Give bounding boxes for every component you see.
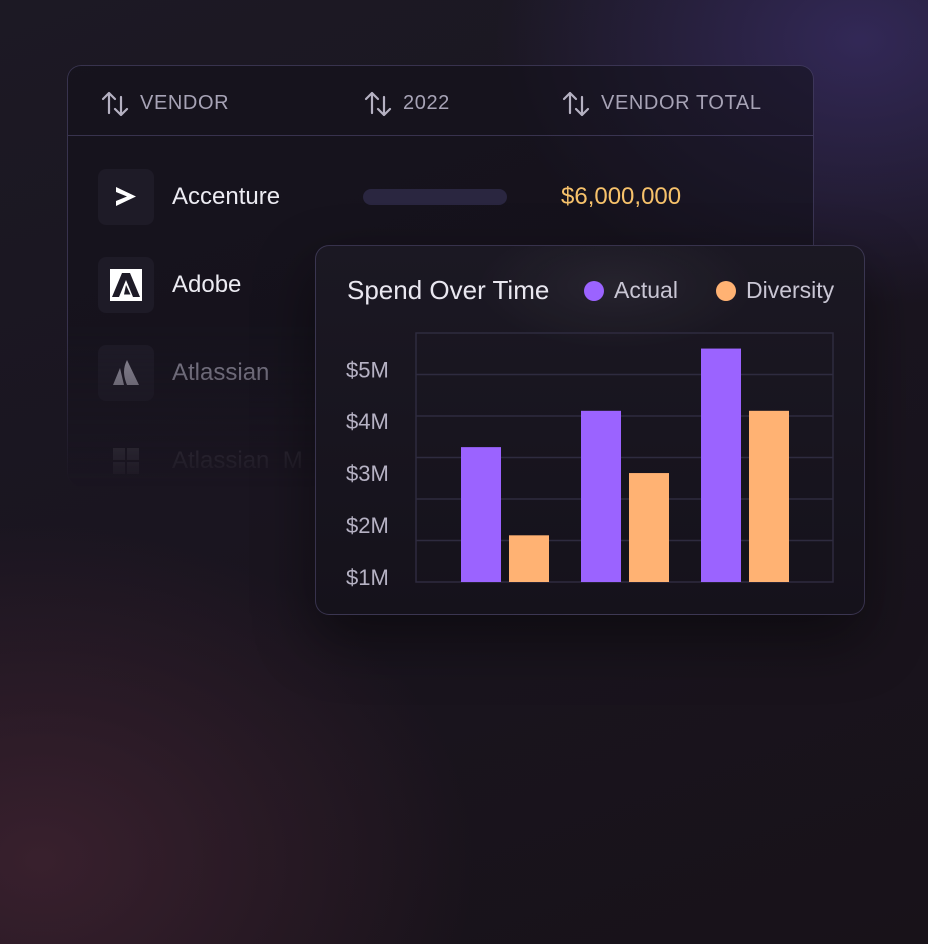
table-row[interactable]: Atlassian — [68, 343, 813, 403]
adobe-logo-icon — [98, 257, 154, 313]
bar-diversity-3[interactable] — [749, 410, 789, 582]
bar-actual-1[interactable] — [461, 447, 501, 582]
column-header-label: VENDOR — [140, 91, 230, 114]
vendor-name[interactable]: Atlassian — [172, 359, 270, 386]
legend-swatch-diversity — [716, 280, 736, 301]
sort-icon[interactable] — [363, 88, 393, 118]
y-tick-label: $2M — [346, 513, 389, 538]
legend-item-diversity[interactable]: Diversity — [716, 277, 834, 304]
bar-diversity-1[interactable] — [509, 535, 549, 582]
vendor-total: $6,000,000 — [561, 183, 682, 210]
vendor-name[interactable]: Accenture — [172, 183, 281, 210]
y-tick-label: $5M — [346, 357, 389, 382]
y-tick-label: $1M — [346, 565, 389, 590]
table-row[interactable]: Atlassian M — [68, 431, 813, 491]
legend-label: Actual — [614, 277, 678, 303]
legend-item-actual[interactable]: Actual — [584, 277, 678, 304]
table-row[interactable]: Accenture $6,000,000 — [68, 167, 813, 227]
y-tick-label: $3M — [346, 461, 389, 486]
vendor-name[interactable]: Adobe — [172, 271, 242, 298]
column-header-label: VENDOR TOTAL — [601, 91, 762, 114]
column-header-vendor-total[interactable]: VENDOR TOTAL — [561, 88, 762, 118]
loading-bar — [363, 189, 507, 205]
y-tick-label: $4M — [346, 409, 389, 434]
sort-icon[interactable] — [100, 88, 130, 118]
bar-actual-2[interactable] — [581, 410, 621, 582]
vendor-name[interactable]: Atlassian M — [172, 447, 303, 474]
accenture-logo-icon — [98, 169, 154, 225]
grid-logo-icon — [98, 433, 154, 489]
column-header-label: 2022 — [403, 91, 450, 114]
table-header: VENDOR 2022 VENDOR TOTAL — [68, 66, 813, 136]
spend-chart-card: Spend Over Time Actual Diversity $5M $4M $… — [315, 245, 865, 615]
chart-title: Spend Over Time — [347, 275, 550, 305]
column-header-vendor[interactable]: VENDOR — [100, 88, 229, 118]
atlassian-logo-icon — [98, 345, 154, 401]
column-header-2022[interactable]: 2022 — [363, 88, 450, 118]
legend-label: Diversity — [746, 277, 835, 303]
bar-chart: $5M $4M $3M $2M $1M — [346, 332, 834, 590]
bar-diversity-2[interactable] — [629, 473, 669, 582]
legend-swatch-actual — [584, 280, 604, 301]
sort-icon[interactable] — [561, 88, 591, 118]
table-row[interactable]: Adobe — [68, 255, 813, 315]
bar-actual-3[interactable] — [701, 348, 741, 582]
